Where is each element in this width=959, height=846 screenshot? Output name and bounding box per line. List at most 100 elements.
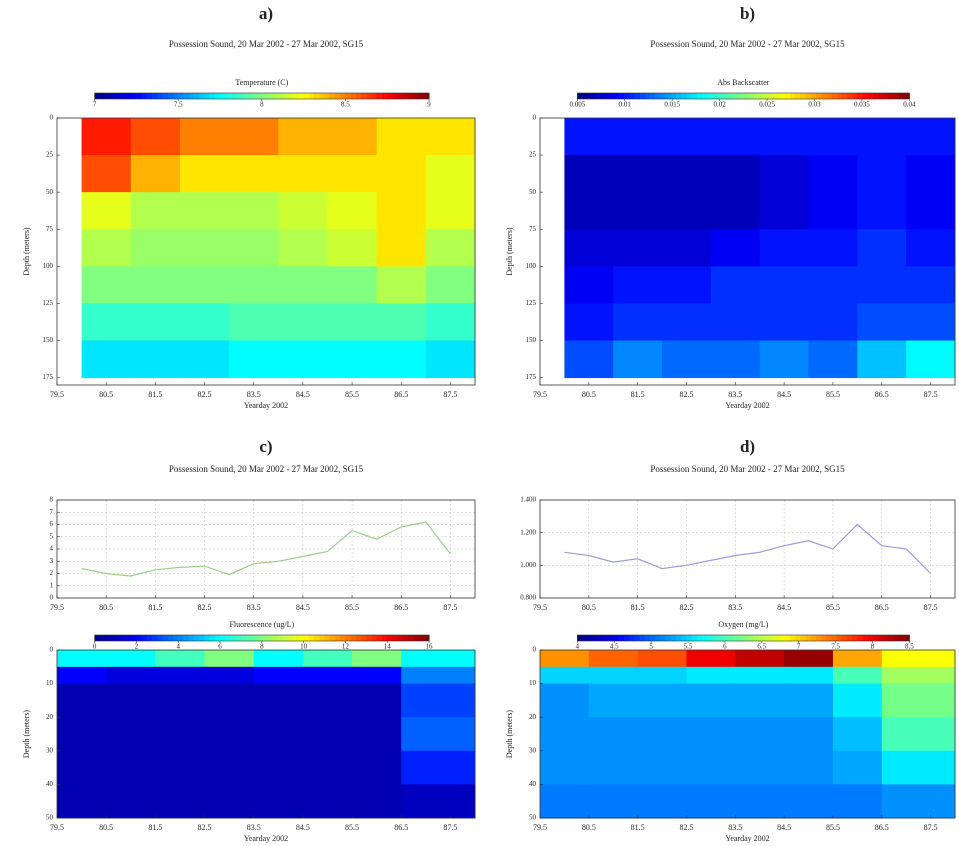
colorbar-swatch	[267, 93, 273, 99]
heatmap-cell	[401, 650, 476, 668]
x-tick-label: 79.5	[50, 390, 64, 399]
heatmap-cell	[253, 650, 304, 668]
colorbar-swatch	[722, 93, 729, 99]
heatmap-cell	[376, 155, 427, 193]
colorbar-swatch	[769, 93, 775, 99]
colorbar-swatch	[308, 635, 315, 641]
panel-subtitle: Possession Sound, 20 Mar 2002 - 27 Mar 2…	[169, 39, 364, 49]
y-tick-label: 6	[50, 520, 54, 528]
heatmap-cell	[204, 784, 255, 819]
y-tick-label: 150	[526, 336, 537, 344]
heatmap-cell	[540, 750, 590, 785]
x-tick-label: 87.5	[443, 823, 457, 832]
heatmap-cell	[302, 666, 353, 685]
colorbar-swatch	[376, 93, 383, 99]
y-tick-label: 50	[529, 188, 537, 196]
colorbar-swatch	[748, 635, 755, 641]
colorbar-swatch	[115, 635, 122, 641]
x-tick-label: 87.5	[924, 603, 938, 612]
colorbar-swatch	[152, 93, 158, 99]
colorbar-swatch	[408, 635, 414, 641]
colorbar-swatch	[172, 93, 179, 99]
colorbar-swatch	[251, 93, 258, 99]
colorbar-swatch	[193, 635, 200, 641]
heatmap-cell	[857, 192, 907, 230]
heatmap-cell	[253, 784, 304, 819]
colorbar-swatch	[738, 635, 744, 641]
x-tick-label: 86.5	[394, 603, 408, 612]
y-tick-label: 125	[526, 299, 537, 307]
heatmap-cell	[564, 192, 614, 230]
colorbar-swatch	[105, 93, 111, 99]
heatmap-cell	[106, 666, 156, 685]
colorbar-tick-label: 0	[93, 643, 97, 651]
colorbar-swatch	[629, 93, 635, 99]
colorbar-swatch	[136, 635, 143, 641]
heatmap-cell	[302, 650, 353, 668]
heatmap-cell	[401, 750, 476, 785]
heatmap-cell	[229, 303, 279, 341]
colorbar-swatch	[340, 635, 346, 641]
heatmap-cell	[906, 118, 956, 156]
data-line	[81, 521, 451, 577]
heatmap-cell	[686, 784, 736, 819]
heatmap-cell	[155, 784, 206, 819]
colorbar-swatch	[340, 93, 346, 99]
heatmap-cell	[637, 650, 687, 668]
heatmap-cell	[564, 266, 614, 304]
heatmap-cell	[662, 118, 712, 156]
colorbar-swatch	[655, 635, 661, 641]
colorbar-swatch	[329, 635, 336, 641]
plot-frame	[56, 649, 476, 819]
heatmap-cell	[376, 266, 427, 304]
heatmap-cell	[204, 683, 255, 718]
colorbar-swatch	[779, 93, 786, 99]
heatmap-cell	[278, 266, 328, 304]
colorbar-swatch	[644, 93, 651, 99]
y-tick-label: 0	[50, 114, 54, 122]
colorbar-swatch	[141, 635, 148, 641]
colorbar-swatch	[696, 93, 703, 99]
heatmap-cell	[808, 192, 858, 230]
heatmap-cell	[808, 266, 858, 304]
colorbar-swatch	[319, 93, 326, 99]
heatmap-cell	[352, 717, 402, 752]
colorbar-swatch	[188, 93, 195, 99]
y-tick-label: 30	[529, 746, 537, 754]
heatmap-cell	[613, 266, 663, 304]
colorbar-swatch	[758, 635, 765, 641]
colorbar-swatch	[355, 93, 362, 99]
heatmap-cell	[759, 229, 810, 267]
y-tick-label: 30	[46, 746, 54, 754]
heatmap-cell	[229, 118, 279, 156]
y-tick-label: 75	[46, 225, 54, 233]
colorbar-swatch	[904, 635, 910, 641]
x-tick-label: 83.5	[247, 823, 261, 832]
colorbar-swatch	[392, 93, 399, 99]
panel-subtitle: Possession Sound, 20 Mar 2002 - 27 Mar 2…	[169, 464, 364, 474]
y-tick-label: 1	[50, 581, 54, 589]
colorbar-swatch	[272, 635, 278, 641]
heatmap-cell	[401, 784, 476, 819]
heatmap-cell	[857, 229, 907, 267]
x-tick-label: 85.5	[345, 823, 359, 832]
y-tick-label: 40	[529, 780, 537, 788]
y-tick-label: 1.000	[520, 561, 536, 569]
colorbar-swatch	[608, 93, 615, 99]
heatmap-cell	[155, 650, 206, 668]
heatmap-cell	[81, 266, 132, 304]
heatmap-cell	[784, 666, 834, 685]
colorbar-swatch	[402, 635, 409, 641]
colorbar-swatch	[120, 635, 127, 641]
colorbar-swatch	[413, 93, 420, 99]
colorbar-swatch	[598, 93, 604, 99]
colorbar-swatch	[240, 635, 247, 641]
x-tick-label: 82.5	[198, 603, 212, 612]
colorbar-swatch	[598, 635, 604, 641]
heatmap-cell	[302, 750, 353, 785]
colorbar-swatch	[867, 635, 874, 641]
colorbar-swatch	[888, 93, 895, 99]
y-tick-label: 4	[50, 545, 54, 553]
heatmap-cell	[81, 303, 132, 341]
